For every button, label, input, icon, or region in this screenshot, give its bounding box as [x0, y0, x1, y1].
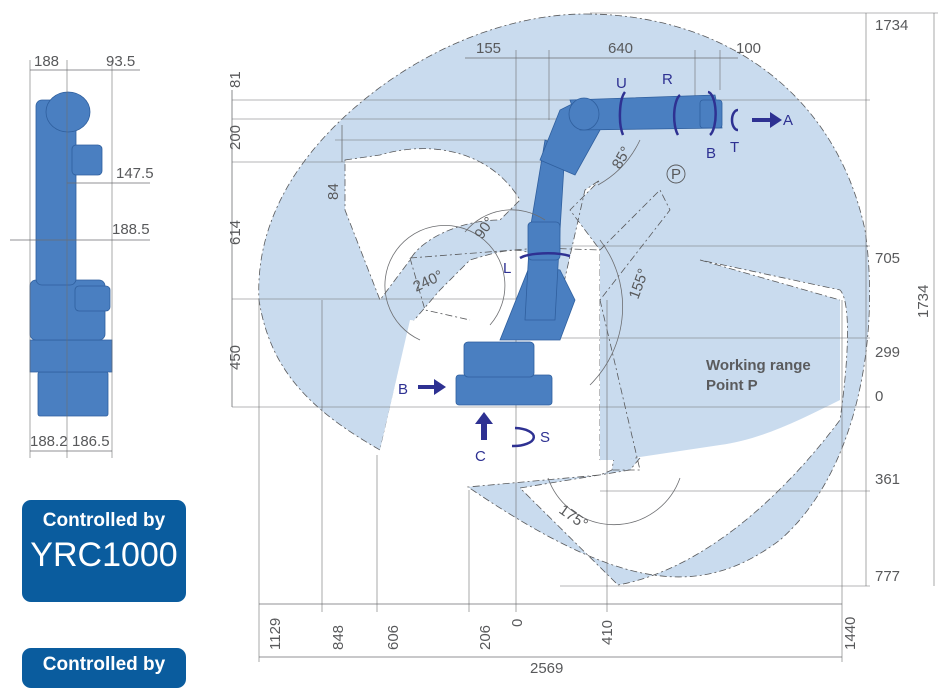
arc-85	[597, 139, 641, 186]
side-dim: 188.2	[30, 433, 68, 450]
left-dim: 81	[227, 71, 244, 88]
arc-240	[384, 225, 506, 341]
axis-label-S: S	[540, 429, 550, 446]
arc-90	[464, 209, 546, 233]
range-edge-line-5	[699, 259, 841, 301]
bottom-dim: 206	[477, 625, 494, 650]
right-lower-cutout	[600, 215, 840, 460]
bottom-dim: 0	[509, 619, 526, 627]
right-dim: 361	[875, 471, 900, 488]
arrow-U	[618, 91, 627, 136]
arrow-A	[752, 112, 782, 128]
left-dim: 84	[325, 183, 342, 200]
controller-badge-yrc1000: Controlled by YRC1000	[22, 500, 186, 602]
range-edge-line-2	[409, 257, 471, 321]
top-dim: 155	[476, 40, 501, 57]
working-range-title: Working range	[706, 357, 811, 374]
side-dim: 93.5	[106, 53, 135, 70]
point-P-marker	[666, 164, 686, 184]
point-P-label: P	[671, 166, 681, 183]
axis-label-L: L	[503, 260, 511, 277]
controller-badge-2: Controlled by	[22, 648, 186, 688]
arrow-R	[672, 94, 681, 136]
axis-label-T: T	[730, 139, 739, 156]
left-dim: 450	[227, 345, 244, 370]
bottom-dim: 410	[599, 620, 616, 645]
axis-label-C: C	[475, 448, 486, 465]
working-range-subtitle: Point P	[706, 377, 758, 394]
side-dim: 188	[34, 53, 59, 70]
top-dim: 640	[608, 40, 633, 57]
arrow-T	[730, 108, 739, 132]
arrow-L	[519, 252, 571, 260]
arrow-C	[475, 412, 493, 440]
side-dim: 188.5	[112, 221, 150, 238]
right-dim: 299	[875, 344, 900, 361]
range-edge-line-3	[599, 189, 671, 301]
inner-cutout	[344, 148, 521, 301]
right-dim-total: 1734	[915, 285, 932, 318]
side-dim: 147.5	[116, 165, 154, 182]
side-dim: 186.5	[72, 433, 110, 450]
arc-155	[589, 239, 623, 386]
bottom-dim: 606	[385, 625, 402, 650]
arrow-B	[418, 379, 446, 395]
arrow-S	[511, 426, 536, 448]
axis-label-B-base: B	[398, 381, 408, 398]
badge-caption-2: Controlled by	[42, 654, 166, 675]
axis-label-A: A	[783, 112, 793, 129]
bottom-dim: 1440	[842, 617, 859, 650]
badge-controller-name: YRC1000	[30, 536, 178, 574]
badge-caption: Controlled by	[42, 510, 166, 531]
axis-label-U: U	[616, 75, 627, 92]
axis-label-R: R	[662, 71, 673, 88]
axis-label-B: B	[706, 145, 716, 162]
bottom-dim: 1129	[267, 618, 284, 650]
right-dim: 1734	[875, 17, 908, 34]
top-dim: 100	[736, 40, 761, 57]
right-dim: 0	[875, 388, 883, 405]
arc-175	[547, 477, 681, 525]
right-dim: 705	[875, 250, 900, 267]
side-view-robot	[29, 91, 113, 417]
left-dim: 614	[227, 220, 244, 245]
robot-arm	[455, 94, 723, 406]
arrow-B-wrist	[707, 90, 717, 136]
bottom-dim: 848	[330, 625, 347, 650]
bottom-total-dim: 2569	[530, 660, 563, 677]
right-dim: 777	[875, 568, 900, 585]
left-dim: 200	[227, 125, 244, 150]
